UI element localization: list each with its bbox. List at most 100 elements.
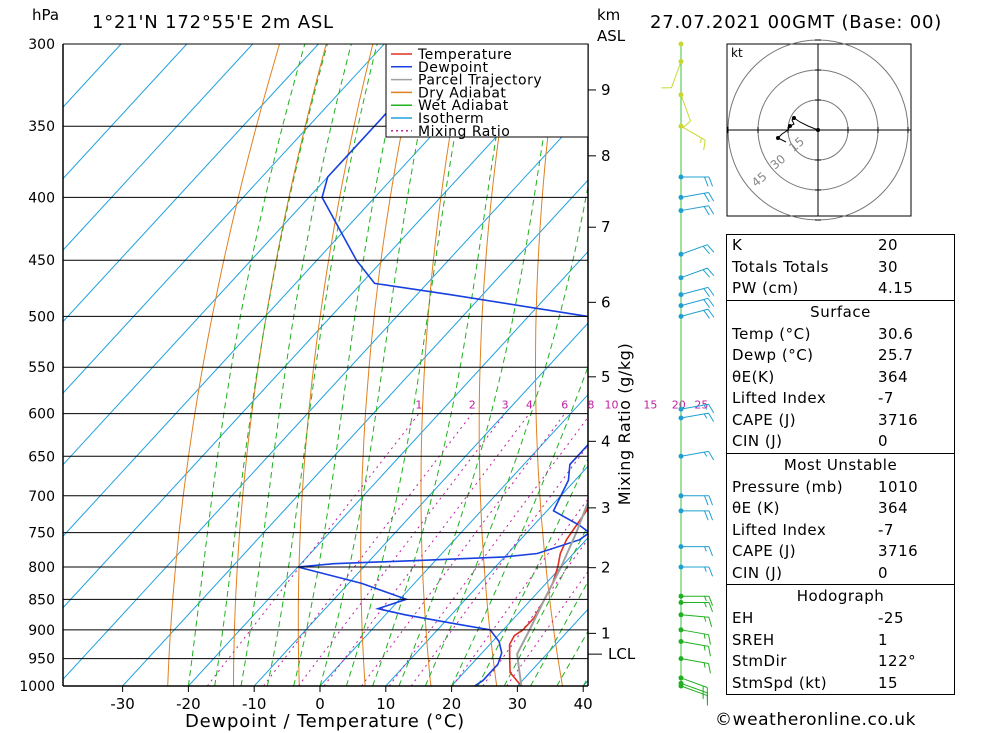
stability-table: K 20 Totals Totals 30 PW (cm) 4.15 — [726, 234, 955, 300]
most-unstable-table: Most Unstable Pressure (mb) 1010 θE (K) 364… — [726, 452, 955, 584]
index-row: Dewp (°C) 25.7 — [727, 345, 954, 367]
wet-adiabat-line — [424, 183, 588, 686]
wind-barb — [680, 682, 708, 694]
index-label: Lifted Index — [732, 389, 827, 407]
wet-adiabat-line — [530, 580, 588, 686]
wind-barb — [680, 403, 709, 410]
hodograph-table: Hodograph EH -25 SREH 1 StmDir 122° StmSpd (kt… — [726, 584, 955, 695]
index-value: 1010 — [878, 477, 919, 496]
km-unit: km — [597, 6, 620, 24]
isotherm-line — [319, 393, 588, 686]
wind-barb-flag — [704, 602, 707, 608]
height-tick-label: 4 — [601, 432, 611, 450]
wind-barb-flag — [708, 617, 713, 627]
isotherm-line — [63, 44, 188, 180]
legend-box — [385, 43, 589, 138]
index-value: 25.7 — [878, 346, 914, 364]
index-label: Dewp (°C) — [732, 346, 814, 364]
mixing-ratio-label: 6 — [561, 399, 568, 412]
wind-barb-flag — [708, 663, 711, 674]
wind-barb-flag — [703, 206, 710, 216]
wind-barb-flag — [708, 546, 714, 557]
dry-adiabat-line — [360, 44, 420, 686]
index-label: StmDir — [732, 652, 787, 670]
wind-barb-flag — [700, 137, 702, 143]
wind-barb — [680, 267, 708, 279]
isotherm-line — [451, 537, 588, 686]
index-row: Lifted Index -7 — [727, 388, 954, 410]
asl-unit: ASL — [597, 27, 626, 45]
isotherm-line — [63, 107, 588, 680]
mixing-ratio-label: 15 — [643, 399, 657, 412]
mixing-ratio-axis-label: Mixing Ratio (g/kg) — [615, 343, 634, 506]
wind-barb-flag — [703, 413, 708, 419]
parcel-trajectory-line — [516, 499, 588, 686]
pressure-tick-label: 450 — [28, 253, 55, 269]
wind-barb-flag — [708, 451, 715, 461]
wet-adiabat-line — [398, 44, 559, 686]
temperature-tick-label: -30 — [110, 695, 135, 713]
isotherm-line — [188, 250, 588, 686]
wet-adiabat-line — [187, 44, 306, 686]
wind-barb-flag — [703, 645, 706, 651]
dry-adiabat-line — [167, 44, 280, 686]
index-label: θE(K) — [732, 367, 775, 386]
index-value: -7 — [878, 520, 894, 539]
indices-panel: K 20 Totals Totals 30 PW (cm) 4.15 Surface Te… — [726, 234, 955, 695]
wind-barb-flag — [704, 566, 707, 572]
wind-barb — [680, 94, 692, 122]
wind-barb-flag — [708, 192, 715, 202]
mixing-ratio-line — [323, 413, 530, 686]
pressure-tick-label: 700 — [28, 489, 55, 505]
wind-barb-flag — [703, 299, 710, 308]
pressure-tick-label: 950 — [28, 652, 55, 668]
index-value: 364 — [878, 367, 909, 386]
wind-barb-flag — [704, 510, 709, 521]
index-label: EH — [732, 609, 754, 627]
wind-barb-flag — [703, 451, 708, 457]
index-row: θE (K) 364 — [727, 498, 954, 520]
legend-label: Parcel Trajectory — [418, 73, 542, 89]
wind-barb-flag — [703, 616, 707, 622]
height-tick-label: 5 — [601, 368, 611, 386]
pressure-tick-label: 750 — [28, 526, 55, 542]
index-label: CIN (J) — [732, 432, 783, 450]
wind-barb — [680, 629, 709, 636]
mixing-ratio-label: 3 — [502, 399, 509, 412]
pressure-tick-label: 650 — [28, 449, 55, 465]
index-label: SREH — [732, 630, 775, 649]
wind-barb — [680, 658, 709, 665]
wind-barb-flag — [708, 495, 714, 506]
index-label: CAPE (J) — [732, 542, 797, 560]
index-value: 30.6 — [878, 324, 914, 343]
index-row: CIN (J) 0 — [727, 431, 954, 453]
wind-barb — [680, 641, 709, 647]
temperature-tick-label: 20 — [442, 695, 461, 713]
pressure-tick-label: 500 — [28, 309, 55, 325]
wind-barb-flag — [703, 288, 710, 297]
dewpoint-line — [297, 44, 588, 686]
index-label: Lifted Index — [732, 520, 827, 539]
pressure-tick-label: 850 — [28, 592, 55, 608]
pressure-tick-label: 400 — [28, 190, 55, 206]
index-row: θE(K) 364 — [727, 367, 954, 389]
datetime-title: 27.07.2021 00GMT (Base: 00) — [650, 12, 942, 33]
index-value: 364 — [878, 499, 909, 517]
pressure-tick-label: 300 — [28, 37, 55, 53]
wind-barb-flag — [702, 245, 711, 255]
pressure-unit: hPa — [32, 6, 59, 24]
index-label: K — [732, 236, 743, 254]
credit-link[interactable]: ©weatheronline.co.uk — [715, 710, 917, 730]
temperature-tick-label: 40 — [574, 695, 593, 713]
wind-barb — [680, 192, 709, 198]
location-title: 1°21'N 172°55'E 2m ASL — [92, 12, 334, 33]
index-value: 4.15 — [878, 279, 914, 297]
wind-barb-flag — [708, 634, 711, 645]
wind-barb-flag — [707, 308, 715, 318]
wind-barb-flag — [708, 602, 714, 612]
isotherm-line — [385, 465, 588, 686]
index-label: Temp (°C) — [732, 324, 811, 343]
dry-adiabat-line — [233, 44, 327, 686]
temperature-tick-label: -10 — [242, 695, 267, 713]
